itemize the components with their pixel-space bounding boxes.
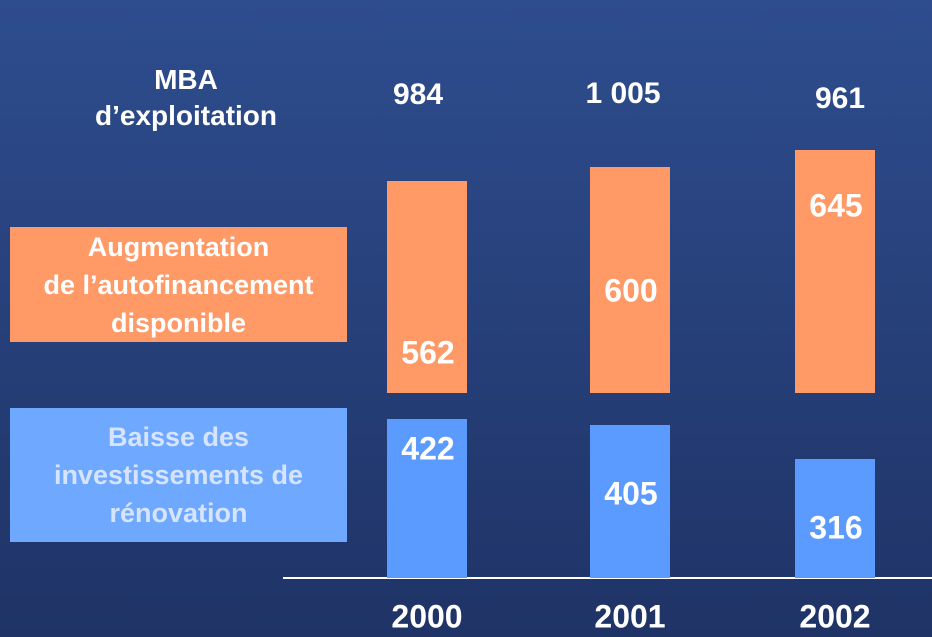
bar (590, 425, 670, 578)
bar (387, 418, 467, 578)
baseline (283, 577, 932, 579)
bar (590, 166, 670, 393)
value-label: 645 (809, 187, 863, 224)
total-label: 984 (392, 78, 444, 111)
value-label: 600 (604, 272, 658, 309)
value-label: 316 (809, 509, 863, 546)
totals-label: MBA d’exploitation (95, 64, 277, 131)
value-label: 422 (401, 430, 455, 467)
value-label: 562 (401, 334, 455, 371)
bar (795, 149, 875, 393)
legend-blue: Baisse des investissements de rénovation (10, 408, 347, 542)
total-label: 1 005 (585, 77, 661, 110)
bar (795, 458, 875, 578)
total-label: 961 (814, 82, 866, 115)
value-label: 405 (604, 475, 658, 512)
x-tick-label: 2002 (799, 598, 871, 635)
x-tick-label: 2001 (594, 598, 666, 635)
legend-orange: Augmentation de l’autofinancement dispon… (10, 227, 347, 342)
bar (387, 181, 467, 393)
x-tick-label: 2000 (391, 598, 463, 635)
